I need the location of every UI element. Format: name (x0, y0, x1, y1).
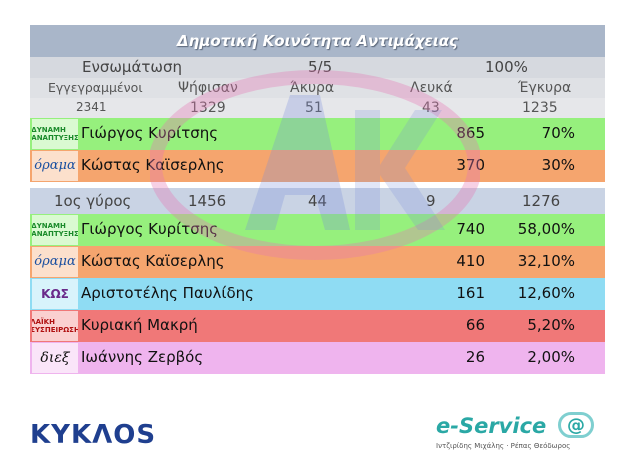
integration-count: 5/5 (308, 58, 333, 76)
round1-candidate-row: όραμα Κώστας Καϊσερλης 410 32,10% (30, 246, 605, 278)
round1-summary-row: 1ος γύρος 1456 44 9 1276 (30, 188, 605, 214)
stat-label-valid: Έγκυρα (518, 80, 572, 96)
round1-voted: 1456 (188, 192, 227, 210)
candidate-votes: 370 (456, 156, 485, 174)
stats-values-row: 2341 1329 51 43 1235 (30, 98, 605, 118)
stat-value-invalid: 51 (305, 100, 323, 116)
stat-value-voted: 1329 (190, 100, 226, 116)
candidate-votes: 410 (456, 252, 485, 270)
dynami-anaptyxis-logo: ΔΥΝΑΜΗ ΑΝΑΠΤΥΞΗΣ (32, 215, 78, 245)
candidate-votes: 865 (456, 124, 485, 142)
candidate-percent: 30% (541, 156, 575, 174)
candidate-votes: 740 (456, 220, 485, 238)
candidate-percent: 70% (541, 124, 575, 142)
round1-invalid: 44 (308, 192, 328, 210)
current-candidate-row: ΔΥΝΑΜΗ ΑΝΑΠΤΥΞΗΣ Γιώργος Κυρίτσης 865 70… (30, 118, 605, 150)
candidate-percent: 2,00% (527, 348, 575, 366)
stat-value-valid: 1235 (522, 100, 558, 116)
eservice-logo: e-Service @ Ιντζιρίδης Μιχάλης · Ρέπας Θ… (430, 410, 600, 458)
stats-labels-row: Εγγεγραμμένοι Ψήφισαν Άκυρα Λευκά Έγκυρα (30, 78, 605, 98)
round1-candidate-row: ΔΥΝΑΜΗ ΑΝΑΠΤΥΞΗΣ Γιώργος Κυρίτσης 740 58… (30, 214, 605, 246)
current-candidate-row: όραμα Κώστας Καϊσερλης 370 30% (30, 150, 605, 182)
integration-label: Ενσωμάτωση (82, 58, 182, 76)
candidate-name: Κώστας Καϊσερλης (81, 252, 225, 270)
candidate-name: Ιωάννης Ζερβός (81, 348, 204, 366)
candidate-name: Κώστας Καϊσερλης (81, 156, 225, 174)
round1-label: 1ος γύρος (54, 192, 132, 210)
stat-label-invalid: Άκυρα (290, 80, 335, 96)
round1-valid: 1276 (522, 192, 561, 210)
candidate-votes: 66 (465, 316, 485, 334)
kos-logo: ΚΩΣ (32, 279, 78, 309)
stat-value-blank: 43 (422, 100, 440, 116)
integration-percent: 100% (485, 58, 528, 76)
candidate-name: Γιώργος Κυρίτσης (81, 220, 219, 238)
integration-row: Ενσωμάτωση 5/5 100% (30, 57, 605, 78)
stat-label-voted: Ψήφισαν (178, 80, 238, 96)
candidate-percent: 5,20% (527, 316, 575, 334)
stat-label-registered: Εγγεγραμμένοι (48, 80, 143, 95)
page-title: Δημοτική Κοινότητα Αντιμάχειας (30, 25, 605, 57)
candidate-percent: 58,00% (517, 220, 575, 238)
candidate-votes: 161 (456, 284, 485, 302)
dynami-anaptyxis-logo: ΔΥΝΑΜΗ ΑΝΑΠΤΥΞΗΣ (32, 119, 78, 149)
candidate-votes: 26 (465, 348, 485, 366)
laiki-syspeirosi-logo: ΛΑΪΚΗ ΣΥΣΠΕΙΡΩΣΗ (32, 311, 78, 341)
round1-candidate-row: ΚΩΣ Αριστοτέλης Παυλίδης 161 12,60% (30, 278, 605, 310)
stat-label-blank: Λευκά (410, 80, 453, 96)
candidate-name: Κυριακή Μακρή (81, 316, 198, 334)
diexodos-logo: διεξ (32, 343, 78, 373)
candidate-percent: 12,60% (517, 284, 575, 302)
candidate-name: Γιώργος Κυρίτσης (81, 124, 219, 142)
round1-candidate-row: ΛΑΪΚΗ ΣΥΣΠΕΙΡΩΣΗ Κυριακή Μακρή 66 5,20% (30, 310, 605, 342)
candidate-percent: 32,10% (517, 252, 575, 270)
kyklos-logo: ΚΥΚΛΟS (30, 420, 157, 450)
candidate-name: Αριστοτέλης Παυλίδης (81, 284, 254, 302)
orama-logo: όραμα (32, 247, 78, 277)
stat-value-registered: 2341 (76, 100, 107, 114)
results-board: Δημοτική Κοινότητα Αντιμάχειας Ενσωμάτωσ… (30, 25, 605, 374)
orama-logo: όραμα (32, 151, 78, 181)
round1-candidate-row: διεξ Ιωάννης Ζερβός 26 2,00% (30, 342, 605, 374)
round1-blank: 9 (426, 192, 436, 210)
